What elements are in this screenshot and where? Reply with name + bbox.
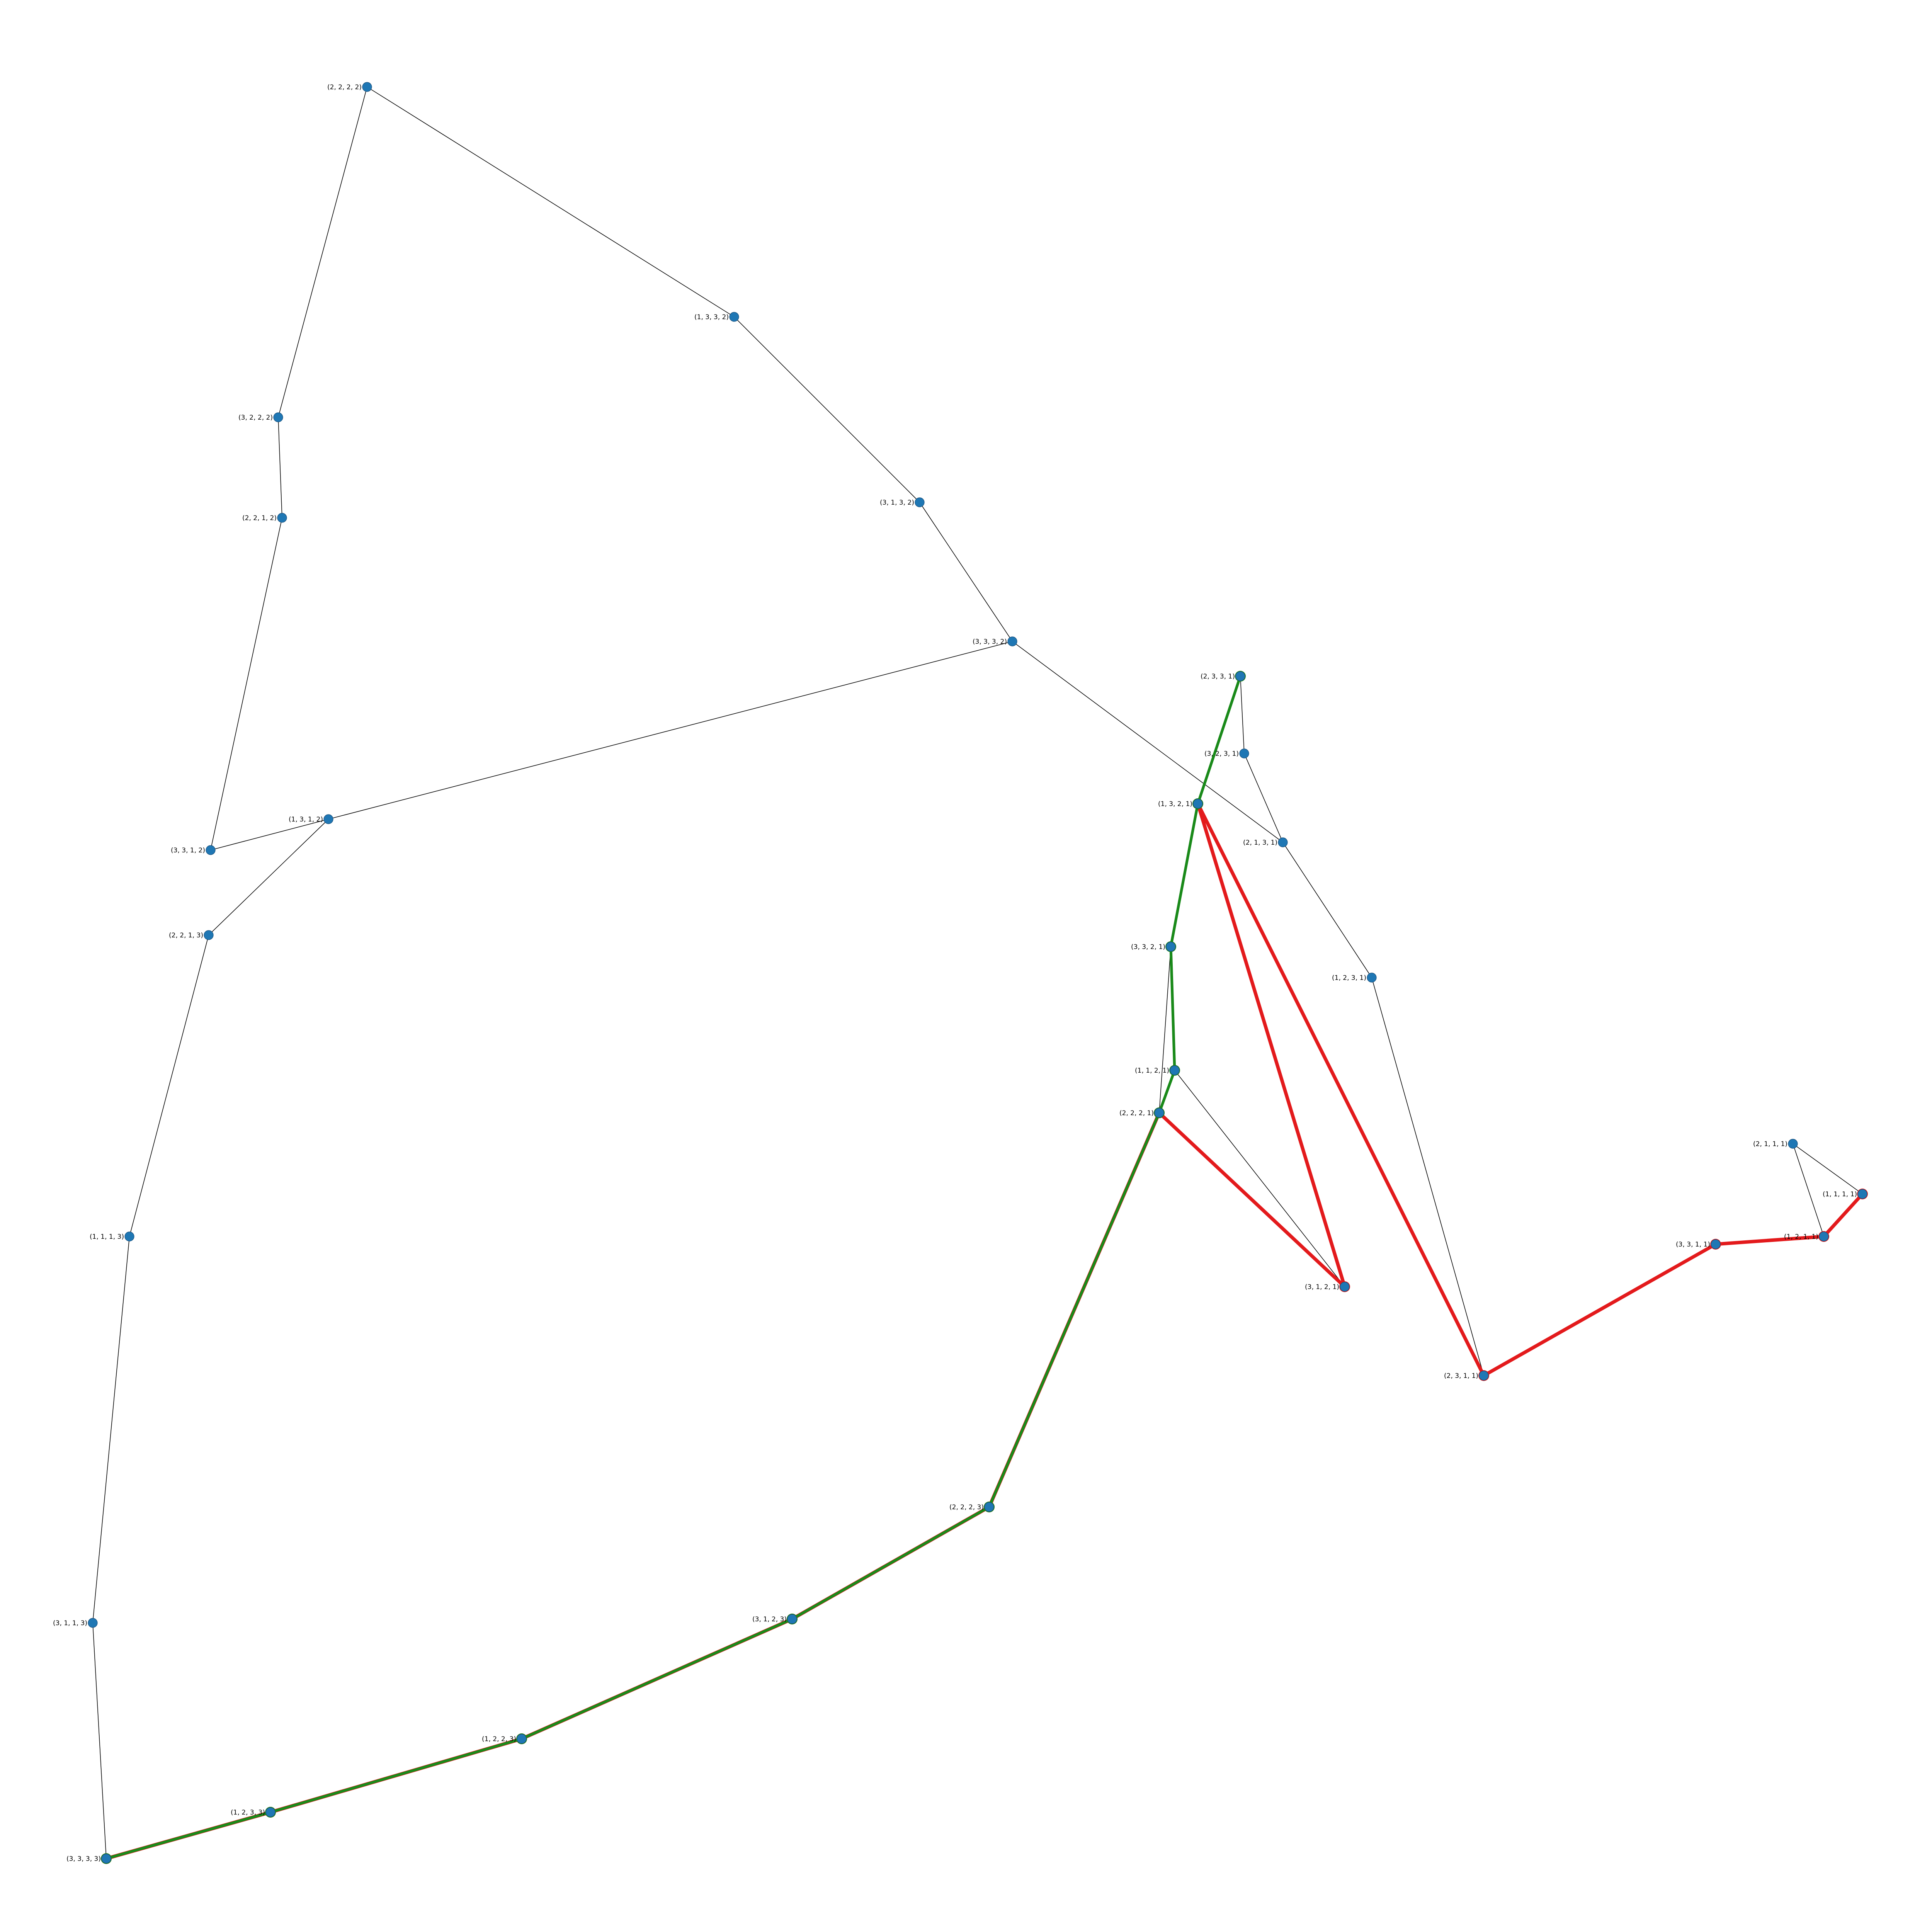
graph-edge bbox=[1244, 753, 1283, 843]
graph-edge bbox=[210, 819, 329, 850]
highlighted-paths-layer bbox=[101, 671, 1868, 1864]
node-label: (2, 2, 2, 3) bbox=[949, 1503, 984, 1511]
graph-edge bbox=[1282, 842, 1372, 978]
graph-edge bbox=[1174, 1070, 1345, 1287]
node-label: (1, 2, 3, 3) bbox=[231, 1809, 265, 1816]
graph-edge bbox=[1793, 1143, 1824, 1237]
graph-node bbox=[1857, 1189, 1867, 1199]
graph-edge bbox=[210, 517, 282, 850]
graph-edge bbox=[92, 1236, 130, 1623]
edges-layer bbox=[92, 87, 1863, 1859]
node-label: (1, 2, 2, 3) bbox=[482, 1735, 516, 1743]
graph-edge bbox=[1159, 946, 1171, 1113]
node-label: (2, 1, 3, 1) bbox=[1243, 839, 1277, 847]
node-label: (3, 3, 3, 2) bbox=[973, 638, 1007, 646]
graph-edge bbox=[129, 935, 209, 1237]
node-label: (3, 1, 2, 1) bbox=[1305, 1283, 1339, 1291]
node-label: (2, 2, 1, 2) bbox=[242, 514, 277, 522]
node-label: (2, 3, 1, 1) bbox=[1444, 1372, 1478, 1380]
node-label: (2, 2, 2, 2) bbox=[327, 83, 362, 91]
graph-node bbox=[277, 513, 287, 523]
node-label: (1, 3, 2, 1) bbox=[1158, 800, 1192, 808]
graph-edge bbox=[1371, 977, 1484, 1376]
graph-node bbox=[1170, 1065, 1180, 1075]
node-label: (1, 3, 3, 2) bbox=[694, 313, 729, 321]
node-label: (2, 3, 3, 1) bbox=[1201, 673, 1235, 680]
graph-edge bbox=[1793, 1143, 1863, 1194]
graph-edge bbox=[1240, 676, 1245, 754]
node-label: (1, 1, 2, 1) bbox=[1135, 1067, 1169, 1075]
graph-node bbox=[273, 412, 283, 422]
graph-node bbox=[915, 497, 925, 507]
graph-node bbox=[1479, 1371, 1489, 1381]
graph-node bbox=[1007, 636, 1017, 646]
graph-node bbox=[204, 930, 214, 940]
node-label: (3, 3, 1, 2) bbox=[171, 847, 205, 854]
graph-edge bbox=[208, 819, 329, 935]
node-label: (2, 2, 2, 1) bbox=[1119, 1109, 1154, 1117]
graph-node bbox=[1154, 1108, 1164, 1118]
node-labels-layer: (2, 2, 2, 1) (2, 3, 3, 1) (1, 1, 1, 1) (3, … bbox=[53, 83, 1857, 1863]
graph-node bbox=[984, 1502, 994, 1512]
node-label: (1, 1, 1, 1) bbox=[1823, 1190, 1857, 1198]
graph-edge bbox=[919, 502, 1013, 642]
node-label: (3, 1, 3, 2) bbox=[880, 499, 914, 507]
graph-edge bbox=[367, 87, 735, 317]
graph-node bbox=[1788, 1139, 1798, 1149]
graph-node bbox=[1235, 671, 1245, 681]
graph-node bbox=[1278, 837, 1288, 847]
node-label: (1, 2, 1, 1) bbox=[1784, 1233, 1818, 1241]
graph-node bbox=[362, 82, 372, 92]
node-label: (2, 1, 1, 1) bbox=[1753, 1140, 1787, 1148]
node-label: (2, 2, 1, 3) bbox=[169, 932, 203, 939]
graph-node bbox=[1819, 1231, 1829, 1242]
graph-edge bbox=[1012, 641, 1283, 843]
node-label: (1, 3, 1, 2) bbox=[289, 816, 323, 823]
nodes-layer bbox=[88, 82, 1867, 1864]
graph-node bbox=[101, 1854, 111, 1864]
highlighted-path-green bbox=[105, 675, 1242, 1860]
graph-node bbox=[1340, 1282, 1350, 1292]
highlighted-path-red bbox=[104, 802, 1864, 1861]
graph-node bbox=[265, 1807, 276, 1817]
graph-node bbox=[787, 1614, 797, 1624]
graph-node bbox=[729, 312, 739, 322]
graph-node bbox=[1239, 748, 1249, 759]
graph-node bbox=[1711, 1239, 1721, 1249]
graph-node bbox=[323, 814, 333, 824]
node-label: (3, 1, 2, 3) bbox=[752, 1616, 787, 1623]
graph-edge bbox=[92, 1622, 107, 1859]
node-label: (1, 1, 1, 3) bbox=[90, 1233, 124, 1241]
graph-node bbox=[206, 845, 216, 855]
graph-node bbox=[1367, 973, 1377, 983]
node-label: (3, 3, 2, 1) bbox=[1131, 943, 1165, 951]
graph-node bbox=[88, 1618, 98, 1628]
graph-node bbox=[517, 1734, 527, 1744]
node-label: (3, 3, 3, 3) bbox=[66, 1855, 101, 1863]
graph-edge bbox=[278, 417, 282, 518]
node-label: (1, 2, 3, 1) bbox=[1332, 974, 1366, 982]
graph-edge bbox=[734, 316, 920, 503]
graph-edge bbox=[278, 87, 367, 418]
node-label: (3, 3, 1, 1) bbox=[1676, 1241, 1710, 1248]
graph-node bbox=[124, 1231, 134, 1242]
graph-node bbox=[1193, 799, 1203, 809]
node-label: (3, 1, 1, 3) bbox=[53, 1619, 87, 1627]
graph-node bbox=[1166, 942, 1176, 952]
node-label: (3, 2, 2, 2) bbox=[238, 414, 273, 422]
graph-edge bbox=[328, 641, 1013, 820]
node-label: (3, 2, 3, 1) bbox=[1204, 750, 1239, 758]
